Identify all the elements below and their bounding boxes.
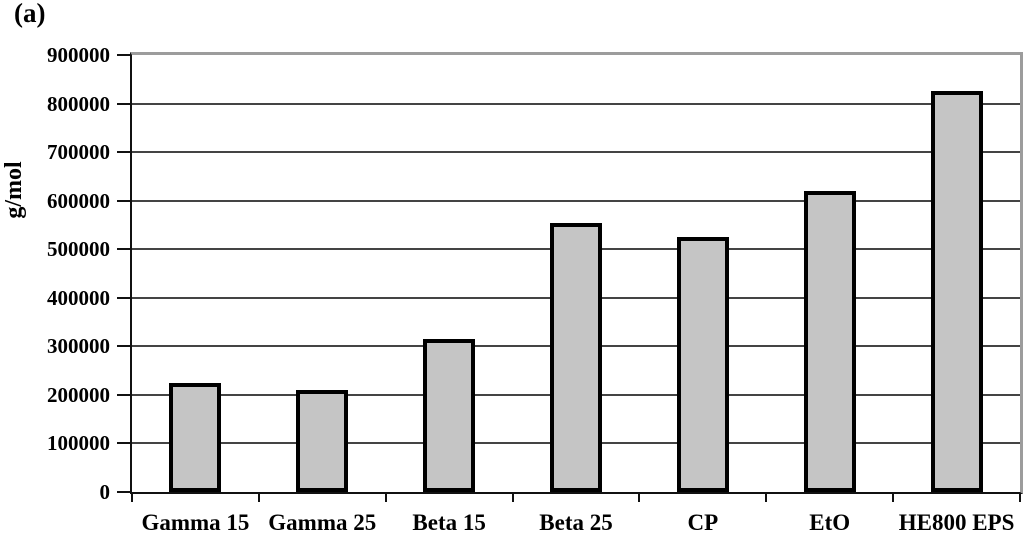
x-category-label: Gamma 25 (268, 510, 377, 535)
y-tick-label: 600000 (47, 188, 110, 213)
gridline (132, 199, 1020, 202)
gridline (132, 102, 1020, 105)
bar-he800-eps (930, 91, 983, 492)
y-tick-label: 800000 (47, 91, 110, 116)
y-tick-label: 200000 (47, 382, 110, 407)
x-category-label: CP (687, 510, 719, 535)
x-category-label: EtO (809, 510, 851, 535)
x-tick-mark (511, 493, 514, 502)
panel-label: (a) (14, 0, 46, 28)
y-tick-label: 300000 (47, 334, 110, 359)
y-tick-label: 900000 (47, 43, 110, 67)
x-category-label: Gamma 15 (141, 510, 250, 535)
y-tick-mark (117, 345, 131, 348)
bar-gamma-15 (169, 382, 222, 492)
x-category-label: HE800 EPS (898, 510, 1015, 535)
y-tick-mark (117, 199, 131, 202)
y-tick-label: 100000 (47, 431, 110, 456)
plot-area (130, 52, 1023, 494)
y-tick-mark (117, 393, 131, 396)
y-tick-mark (117, 54, 131, 56)
bar-beta-15 (423, 339, 476, 492)
bar-gamma-25 (296, 390, 349, 492)
y-tick-mark (117, 102, 131, 105)
bar-eto (803, 190, 856, 492)
y-tick-mark (117, 248, 131, 251)
y-tick-mark (117, 491, 131, 493)
x-category-label: Beta 15 (412, 510, 486, 535)
x-category-label: Beta 25 (539, 510, 613, 535)
y-tick-label: 500000 (47, 237, 110, 262)
y-tick-label: 400000 (47, 285, 110, 310)
x-tick-mark (257, 493, 260, 502)
y-tick-mark (117, 442, 131, 445)
x-tick-mark (384, 493, 387, 502)
gridline (132, 151, 1020, 154)
x-tick-mark (892, 493, 895, 502)
x-tick-mark (131, 493, 133, 502)
x-tick-mark (638, 493, 641, 502)
y-tick-label: 0 (99, 480, 111, 504)
y-tick-label: 700000 (47, 140, 110, 165)
x-tick-mark (765, 493, 768, 502)
x-tick-mark (1019, 493, 1021, 502)
y-tick-mark (117, 151, 131, 154)
bar-beta-25 (550, 222, 602, 492)
bar-cp (676, 237, 729, 492)
y-tick-mark (117, 296, 131, 299)
